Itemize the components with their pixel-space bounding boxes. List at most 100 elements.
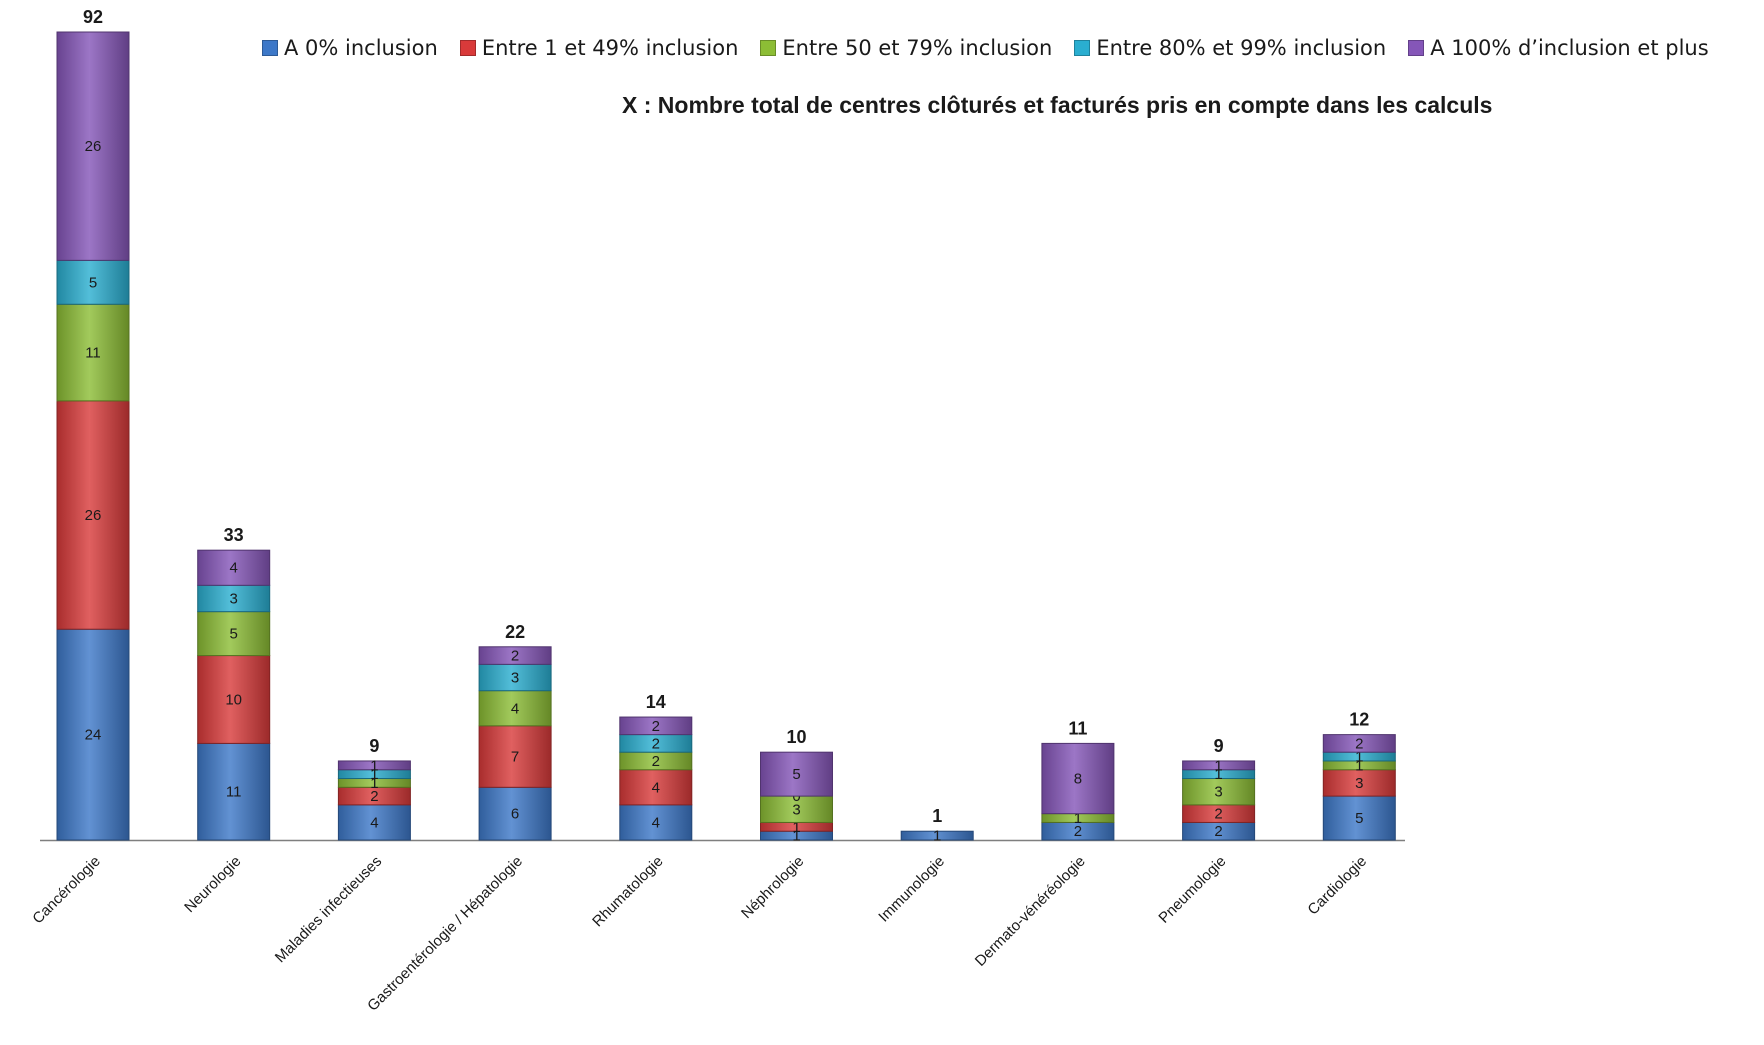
segment-label-9-3: 1 [1355,749,1363,766]
segment-label-8-2: 3 [1214,784,1222,801]
segment-label-1-2: 5 [230,626,238,643]
segment-label-0-1: 26 [85,507,102,524]
segment-label-9-4: 2 [1355,735,1363,752]
category-label-9: Cardiologie [1304,853,1370,919]
bar-segment-4-4 [619,716,693,736]
legend-label-3: Entre 80% et 99% inclusion [1096,36,1387,60]
segment-label-8-0: 2 [1214,823,1222,840]
bar-segment-2-4 [337,760,411,771]
legend-swatch-4 [1408,40,1425,56]
segment-label-7-4: 8 [1074,771,1082,788]
segment-label-5-3: 0 [792,788,800,805]
category-label-6: Immunologie [875,853,948,926]
segment-label-1-1: 10 [225,691,242,708]
legend-swatch-2 [760,40,777,56]
bar-segment-1-0 [197,742,271,841]
legend-label-0: A 0% inclusion [284,36,438,60]
bar-segment-1-1 [197,655,271,744]
segment-label-2-1: 2 [370,788,378,805]
segment-label-2-4: 1 [370,757,378,774]
segment-label-4-2: 2 [652,753,660,770]
legend-item-0: A 0% inclusion [262,36,438,60]
bar-segment-0-3 [56,259,130,305]
segment-label-7-0: 2 [1074,823,1082,840]
bar-segment-3-0 [478,786,552,841]
total-label-6: 1 [932,806,942,826]
category-label-5: Néphrologie [738,853,807,922]
segment-label-1-0: 11 [226,784,242,801]
legend-label-2: Entre 50 et 79% inclusion [782,36,1053,60]
segment-label-3-0: 6 [511,806,519,823]
category-label-7: Dermato-vénéréologie [972,853,1089,970]
segment-label-0-4: 26 [85,138,102,155]
segment-label-0-3: 5 [89,274,97,291]
category-label-4: Rhumatologie [589,853,666,930]
segment-label-2-2: 1 [370,775,378,792]
legend-item-3: Entre 80% et 99% inclusion [1074,36,1386,60]
category-label-3: Gastroentérologie / Hépatologie [364,853,526,1015]
segment-label-2-0: 4 [370,814,378,831]
total-label-1: 33 [224,525,244,545]
legend-label-4: A 100% d’inclusion et plus [1430,36,1709,60]
bar-segment-0-4 [56,31,130,261]
segment-label-3-1: 7 [511,749,519,766]
segment-label-5-2: 3 [792,801,800,818]
legend-item-1: Entre 1 et 49% inclusion [459,36,739,60]
legend-swatch-1 [459,40,476,56]
bar-segment-9-4 [1322,734,1396,753]
total-label-4: 14 [646,692,666,712]
category-label-1: Neurologie [181,853,244,916]
chart-legend: A 0% inclusion Entre 1 et 49% inclusion … [262,36,1709,60]
segment-label-4-4: 2 [652,718,660,735]
segment-label-5-0: 1 [792,828,800,845]
total-label-2: 9 [369,736,379,756]
total-label-0: 92 [83,7,103,27]
segment-label-2-3: 1 [370,766,378,783]
legend-swatch-0 [262,40,278,56]
total-label-7: 11 [1068,718,1087,738]
segment-label-3-2: 4 [511,700,519,717]
chart-annotation: X : Nombre total de centres clôturés et … [622,92,1493,118]
segment-label-1-3: 3 [230,590,238,607]
category-label-2: Maladies infectieuses [272,853,385,966]
legend-swatch-3 [1074,40,1091,56]
bar-segment-8-4 [1182,760,1256,771]
bar-segment-7-4 [1041,742,1115,815]
segment-label-5-4: 5 [792,766,800,783]
segment-label-8-1: 2 [1214,806,1222,823]
segment-label-3-3: 3 [511,670,519,687]
segment-label-4-0: 4 [652,814,660,831]
segment-label-9-2: 1 [1355,757,1363,774]
segment-label-0-0: 24 [85,727,102,744]
segment-label-8-4: 1 [1214,757,1222,774]
segment-label-9-0: 5 [1355,810,1363,827]
segment-label-6-0: 1 [933,828,941,845]
bar-segment-5-2 [760,795,833,823]
segment-label-5-1: 1 [792,819,800,836]
bar-segment-5-4 [760,751,833,797]
total-label-3: 22 [505,622,525,642]
bar-segment-6-0 [900,830,974,841]
bar-segment-3-4 [478,646,552,665]
segment-label-0-2: 11 [85,345,101,362]
category-label-0: Cancérologie [29,853,104,928]
total-label-8: 9 [1214,736,1224,756]
bar-segment-3-1 [478,725,552,788]
legend-label-1: Entre 1 et 49% inclusion [481,36,739,60]
bar-segment-0-1 [56,400,130,630]
segment-label-1-4: 4 [230,560,238,577]
bar-segment-0-2 [56,303,130,402]
category-label-8: Pneumologie [1155,853,1229,927]
bar-segment-9-0 [1322,795,1396,841]
segment-label-3-4: 2 [511,648,519,665]
legend-item-2: Entre 50 et 79% inclusion [760,36,1052,60]
segment-label-4-1: 4 [652,779,660,796]
segment-label-7-2: 1 [1074,810,1082,827]
bar-segment-1-4 [197,549,271,586]
bar-segment-3-3 [478,663,552,692]
total-label-9: 12 [1349,710,1369,730]
legend-item-4: A 100% d’inclusion et plus [1408,36,1709,60]
segment-label-9-1: 3 [1355,775,1363,792]
